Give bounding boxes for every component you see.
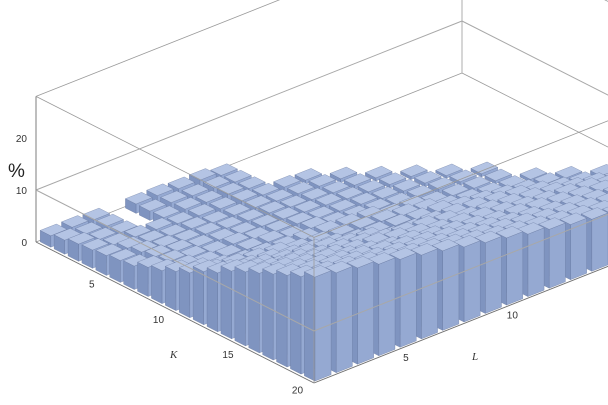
k-tick-label: 15 — [222, 350, 234, 361]
box-edge — [461, 72, 608, 148]
z-tick-label: 0 — [21, 238, 27, 249]
z-gridline — [461, 20, 608, 96]
bar-k9-l16 — [470, 161, 499, 178]
l-axis-label: L — [471, 351, 478, 363]
k-tick-label: 20 — [292, 385, 304, 396]
bar-k7-l14 — [400, 164, 428, 180]
plot-box-front — [35, 96, 608, 384]
box-edge — [313, 120, 608, 238]
k-tick-label: 10 — [153, 315, 165, 326]
z-gridline — [35, 189, 315, 332]
box-edge — [35, 241, 315, 384]
z-gridline — [35, 20, 463, 191]
z-tick-label: 10 — [16, 186, 28, 197]
l-tick-label: 5 — [403, 353, 409, 364]
z-gridline — [313, 213, 608, 332]
bars-group — [39, 161, 608, 382]
bar-k20-l1 — [303, 265, 332, 382]
k-axis-label: K — [169, 349, 178, 361]
bar-k6-l13 — [364, 165, 393, 182]
z-tick-label: 20 — [16, 134, 28, 145]
plot-box-back — [35, 0, 608, 243]
box-edge — [35, 0, 281, 97]
k-tick-label: 5 — [89, 280, 95, 291]
l-tick-label: 10 — [507, 311, 519, 322]
tick-labels: 0102051015205101520 — [16, 134, 519, 396]
box-edge — [313, 265, 608, 384]
z-axis-label: % — [8, 161, 25, 182]
box-edge — [35, 96, 315, 238]
